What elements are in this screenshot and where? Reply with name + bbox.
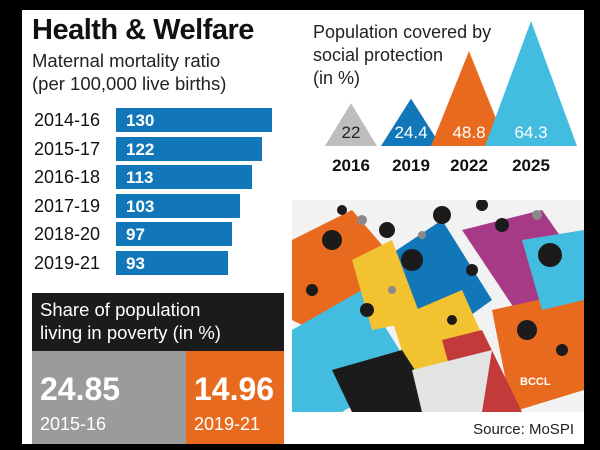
poverty-2015-16-panel: 24.85 2015-16 (32, 351, 186, 444)
poverty-year-2015-16: 2015-16 (40, 414, 107, 434)
mmr-period-label: 2015-17 (34, 138, 101, 159)
mmr-bar-value: 122 (126, 139, 155, 159)
poverty-year-2019-21: 2019-21 (194, 414, 261, 434)
population-title-units: (in %) (313, 68, 361, 88)
mmr-bar (116, 222, 233, 246)
mmr-subtitle: Maternal mortality ratio (32, 50, 221, 71)
infographic-card: Health & Welfare Maternal mortality rati… (22, 10, 584, 444)
population-triangle-chart: 22 2016 24.4 2019 48.8 2022 64.3 2025 (325, 21, 577, 175)
poverty-header: Share of population living in poverty (i… (32, 293, 284, 351)
mmr-bar (116, 193, 240, 218)
mmr-period-label: 2018-20 (34, 224, 101, 244)
population-value-2025: 64.3 (514, 123, 547, 142)
population-value-2022: 48.8 (452, 123, 485, 142)
population-year-2019: 2019 (392, 156, 430, 175)
population-value-2016: 22 (342, 123, 361, 142)
population-year-2016: 2016 (332, 156, 370, 175)
source-note: Source: MoSPI (473, 421, 574, 438)
mmr-period-label: 2017-19 (34, 195, 101, 216)
population-triangle-2016 (325, 103, 377, 146)
mmr-bar (116, 165, 252, 189)
mmr-period-label: 2016-18 (34, 167, 101, 187)
mmr-bar (116, 136, 263, 161)
population-triangle-2019 (381, 98, 441, 146)
mmr-bar-value: 130 (126, 111, 155, 130)
population-value-2019: 24.4 (394, 123, 427, 142)
population-title-line2: social protection (313, 45, 444, 65)
poverty-value-2015-16: 24.85 (40, 371, 121, 407)
mmr-bar-value: 103 (126, 196, 155, 216)
poverty-title-units: living in poverty (in %) (40, 322, 221, 343)
population-year-2022: 2022 (450, 156, 488, 175)
mmr-subtitle-units: (per 100,000 live births) (32, 73, 227, 94)
watermark-text: BCCL (520, 376, 551, 388)
mmr-period-label: 2014-16 (34, 110, 101, 130)
page-title: Health & Welfare (32, 14, 254, 46)
mmr-bar-value: 93 (126, 253, 145, 273)
crowd-illustration: BCCL (292, 200, 584, 412)
population-triangle-2022 (431, 51, 507, 146)
poverty-title: Share of population (40, 299, 201, 320)
mmr-bar (116, 108, 272, 132)
mmr-period-label: 2019-21 (34, 252, 101, 273)
mmr-bar-value: 113 (126, 168, 154, 187)
population-year-2025: 2025 (512, 156, 550, 175)
population-title: Population covered by (313, 22, 492, 42)
population-triangle-2025 (485, 21, 577, 146)
mmr-bar-value: 97 (126, 225, 145, 244)
mmr-bar (116, 250, 228, 275)
poverty-value-2019-21: 14.96 (194, 371, 275, 407)
poverty-2019-21-panel: 14.96 2019-21 (186, 351, 284, 444)
